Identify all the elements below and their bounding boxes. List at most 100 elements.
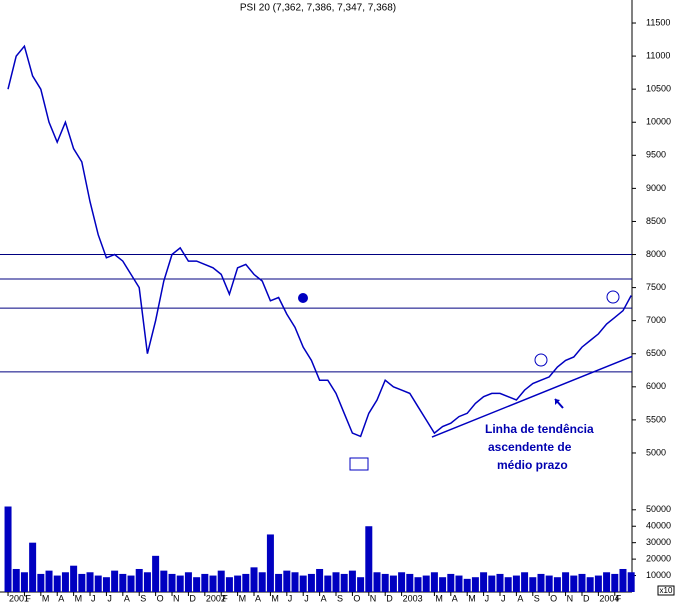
volume-bar — [193, 577, 201, 592]
annotation: Linha de tendência — [485, 422, 594, 436]
x-tick-label: 2004 — [599, 593, 619, 603]
unit-label: x10 — [660, 586, 673, 595]
volume-bar — [20, 572, 28, 592]
y-tick-label: 9000 — [646, 183, 666, 193]
arrow-head — [555, 399, 560, 405]
volume-bar — [78, 573, 86, 592]
x-tick-label: J — [501, 593, 506, 603]
y-tick-label: 40000 — [646, 521, 671, 531]
volume-bar — [168, 573, 176, 592]
volume-bar — [316, 568, 324, 592]
x-tick-label: M — [42, 593, 50, 603]
y-tick-label: 7500 — [646, 282, 666, 292]
volume-bar — [480, 572, 488, 592]
volume-bar — [357, 577, 365, 592]
volume-bar — [521, 572, 529, 592]
x-tick-label: F — [616, 593, 622, 603]
volume-bar — [471, 577, 479, 592]
volume-bar — [414, 577, 422, 592]
volume-bar — [627, 572, 635, 592]
x-tick-label: M — [75, 593, 83, 603]
x-tick-label: 2002 — [206, 593, 226, 603]
volume-bar — [545, 575, 553, 592]
volume-bar — [586, 577, 594, 592]
y-tick-label: 6000 — [646, 381, 666, 391]
annotation: ascendente de — [488, 440, 572, 454]
icon — [298, 293, 308, 303]
volume-bar — [603, 572, 611, 592]
volume-bar — [562, 572, 570, 592]
price-line — [7, 44, 632, 438]
volume-bar — [406, 573, 414, 592]
x-tick-label: D — [386, 593, 393, 603]
volume-bar — [127, 575, 135, 592]
x-tick-label: N — [567, 593, 574, 603]
x-tick-label: O — [157, 593, 164, 603]
x-tick-label: A — [58, 593, 64, 603]
x-tick-label: M — [239, 593, 247, 603]
volume-bar — [611, 573, 619, 592]
x-tick-label: S — [534, 593, 540, 603]
volume-bar — [250, 567, 258, 592]
volume-bar — [53, 575, 61, 592]
volume-bar — [381, 573, 389, 592]
volume-bar — [570, 575, 578, 592]
volume-bar — [430, 572, 438, 592]
volume-bar — [422, 575, 430, 592]
x-tick-label: 2003 — [403, 593, 423, 603]
volume-bar — [594, 575, 602, 592]
volume-bar — [266, 534, 274, 592]
x-tick-label: A — [255, 593, 261, 603]
volume-bar — [234, 575, 242, 592]
y-tick-label: 10000 — [646, 570, 671, 580]
volume-bar — [225, 577, 233, 592]
x-tick-label: 2001 — [9, 593, 29, 603]
volume-bar — [291, 572, 299, 592]
y-tick-label: 30000 — [646, 537, 671, 547]
x-tick-label: F — [222, 593, 228, 603]
x-tick-label: J — [485, 593, 490, 603]
y-tick-label: 10500 — [646, 84, 671, 94]
x-tick-label: S — [337, 593, 343, 603]
x-tick-label: J — [288, 593, 293, 603]
y-tick-label: 10000 — [646, 117, 671, 127]
volume-bar — [70, 565, 78, 592]
volume-bar — [439, 577, 447, 592]
volume-bar — [496, 573, 504, 592]
volume-bar — [463, 578, 471, 592]
smiley-icons — [534, 290, 620, 367]
volume-bar — [176, 575, 184, 592]
volume-bar — [447, 573, 455, 592]
volume-bar — [184, 572, 192, 592]
volume-bar — [61, 572, 69, 592]
icon — [349, 457, 369, 471]
volume-bar — [619, 568, 627, 592]
x-tick-label: A — [321, 593, 327, 603]
trend-line — [431, 355, 633, 438]
x-tick-label: J — [107, 593, 112, 603]
volume-bar — [398, 572, 406, 592]
volume-bar — [258, 572, 266, 592]
x-tick-label: M — [468, 593, 476, 603]
volume-bar — [348, 570, 356, 592]
volume-bar — [135, 568, 143, 592]
x-tick-label: D — [583, 593, 590, 603]
volume-bar — [119, 573, 127, 592]
volume-bar — [553, 577, 561, 592]
volume-bar — [45, 570, 53, 592]
x-tick-label: O — [353, 593, 360, 603]
unit-box — [657, 585, 675, 596]
volume-bar — [111, 570, 119, 592]
volume-bar — [201, 573, 209, 592]
y-tick-label: 9500 — [646, 150, 666, 160]
volume-bar — [537, 573, 545, 592]
y-tick-label: 11500 — [646, 17, 670, 27]
x-tick-label: J — [91, 593, 96, 603]
volume-bar — [365, 526, 373, 592]
chart-title: PSI 20 (7,362, 7,386, 7,347, 7,368) — [240, 3, 396, 14]
x-tick-label: N — [370, 593, 377, 603]
x-tick-label: N — [173, 593, 180, 603]
volume-bar — [578, 573, 586, 592]
